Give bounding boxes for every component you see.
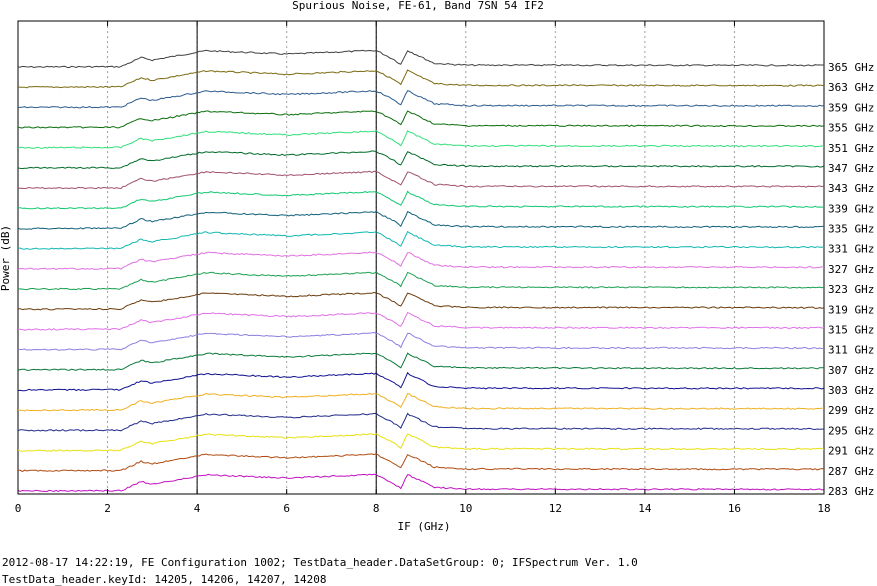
trace-line [17,271,825,291]
legend-label: 303 GHz [828,384,874,397]
trace-line [18,453,825,473]
trace-line [17,150,825,170]
legend-label: 295 GHz [828,424,874,437]
trace-line [17,392,825,412]
legend-label: 351 GHz [828,142,874,155]
trace-line [17,69,825,89]
trace-line [17,49,825,69]
legend-label: 323 GHz [828,283,874,296]
legend-label: 339 GHz [828,202,874,215]
trace-line [17,473,825,493]
legend: 365 GHz 363 GHz 359 GHz 355 GHz 351 GHz 347 G… [828,61,874,498]
legend-label: 363 GHz [828,81,874,94]
chart-title: Spurious Noise, FE-61, Band 7SN 54 IF2 [292,0,544,12]
spurious-noise-chart: Spurious Noise, FE-61, Band 7SN 54 IF2 0… [0,0,874,533]
trace-line [17,371,825,392]
plot-frame [17,20,825,495]
trace-line [17,230,825,250]
legend-label: 347 GHz [828,162,874,175]
trace-line [17,130,825,149]
x-tick-label: 14 [638,502,652,515]
trace-line [17,170,825,190]
legend-label: 365 GHz [828,61,874,74]
legend-label: 291 GHz [828,445,874,458]
legend-label: 331 GHz [828,243,874,256]
legend-label: 335 GHz [828,223,874,236]
trace-line [17,311,825,331]
x-axis-label: IF (GHz) [398,520,451,533]
footer-info-line-2: TestData_header.keyId: 14205, 14206, 142… [2,573,327,586]
legend-label: 287 GHz [828,465,874,478]
legend-label: 283 GHz [828,485,874,498]
trace-line [17,412,825,432]
x-tick-label: 12 [549,502,562,515]
trace-line [17,210,825,230]
x-tick-label: 0 [15,502,22,515]
x-tick-label: 10 [459,502,472,515]
legend-label: 315 GHz [828,323,874,336]
traces [17,49,825,493]
legend-label: 311 GHz [828,344,874,357]
trace-line [17,251,825,270]
trace-line [17,331,825,351]
footer-info-line-1: 2012-08-17 14:22:19, FE Configuration 10… [2,556,638,569]
x-tick-labels: 0 2 4 6 8 10 12 14 16 18 [15,21,831,515]
y-axis-label: Power (dB) [0,225,12,291]
legend-label: 299 GHz [828,404,874,417]
x-tick-label: 8 [373,502,380,515]
legend-label: 343 GHz [828,182,874,195]
x-tick-label: 2 [104,502,111,515]
x-tick-label: 4 [194,502,201,515]
trace-line [18,90,825,109]
legend-label: 355 GHz [828,122,874,135]
trace-line [17,110,825,129]
x-tick-label: 6 [283,502,290,515]
legend-label: 327 GHz [828,263,874,276]
trace-line [17,291,825,311]
legend-label: 319 GHz [828,303,874,316]
legend-label: 359 GHz [828,101,874,114]
trace-line [17,433,825,452]
legend-label: 307 GHz [828,364,874,377]
x-tick-label: 16 [728,502,741,515]
x-tick-label: 18 [817,502,830,515]
trace-line [17,352,825,371]
trace-line [17,190,825,210]
